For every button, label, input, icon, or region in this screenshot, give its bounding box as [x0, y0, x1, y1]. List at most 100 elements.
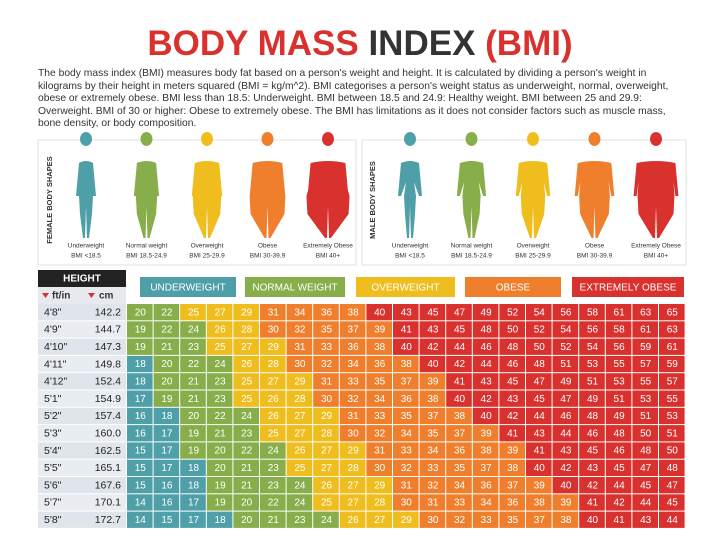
bmi-cell [233, 373, 259, 390]
bmi-cell [499, 425, 525, 442]
cm-cell: 157.4 [95, 410, 121, 422]
bmi-cell [393, 373, 419, 390]
bmi-cell [579, 477, 605, 494]
bmi-cell [233, 338, 259, 355]
bmi-cell [472, 425, 499, 442]
bmi-cell [153, 494, 180, 511]
figure-head [650, 132, 663, 146]
bmi-value: 45 [534, 394, 546, 405]
bmi-value: 17 [161, 428, 173, 439]
bmi-value: 38 [560, 515, 572, 526]
figure-head [588, 132, 601, 146]
bmi-value: 33 [427, 463, 439, 474]
shape-range: BMI 25-29.9 [189, 253, 225, 260]
bmi-cell [339, 477, 366, 494]
bmi-value: 63 [640, 307, 652, 318]
bmi-cell [366, 407, 392, 425]
bmi-value: 55 [667, 394, 679, 405]
bmi-value: 28 [348, 463, 360, 474]
bmi-value: 15 [135, 463, 147, 474]
bmi-cell [313, 477, 339, 494]
bmi-value: 15 [135, 446, 147, 457]
bmi-cell [632, 494, 658, 511]
bmi-value: 20 [161, 359, 173, 370]
bmi-value: 52 [560, 342, 572, 353]
legend-label: OBESE [496, 283, 531, 294]
bmi-value: 24 [188, 325, 200, 336]
bmi-cell [153, 338, 180, 355]
bmi-value: 30 [427, 515, 439, 526]
bmi-cell [526, 407, 552, 425]
bmi-cell [233, 304, 259, 321]
panel-label: MALE BODY SHAPES [368, 161, 377, 239]
bmi-cell [632, 425, 658, 442]
bmi-value: 26 [294, 446, 306, 457]
bmi-cell [339, 494, 366, 511]
bmi-value: 44 [534, 411, 546, 422]
height-cell [38, 442, 126, 459]
bmi-value: 37 [507, 480, 519, 491]
cm-cell: 154.9 [95, 393, 121, 405]
bmi-value: 55 [640, 376, 652, 387]
bmi-cell [286, 477, 313, 494]
bmi-cell [446, 407, 472, 425]
bmi-value: 46 [507, 359, 519, 370]
bmi-cell [552, 338, 579, 355]
bmi-cell [286, 511, 313, 528]
height-cell [38, 511, 126, 528]
bmi-cell [260, 355, 286, 373]
bmi-value: 30 [321, 394, 333, 405]
bmi-cell [206, 459, 233, 476]
bmi-cell [313, 459, 339, 476]
bmi-cell [526, 355, 552, 373]
bmi-value: 56 [560, 307, 572, 318]
bmi-cell [180, 407, 206, 425]
bmi-cell [659, 321, 685, 338]
bmi-cell [579, 442, 605, 459]
bmi-value: 41 [534, 446, 546, 457]
bmi-value: 31 [294, 342, 306, 353]
bmi-cell [286, 304, 313, 321]
bmi-value: 46 [481, 342, 493, 353]
bmi-value: 21 [241, 480, 253, 491]
bmi-value: 47 [667, 480, 679, 491]
bmi-cell [206, 338, 233, 355]
bmi-cell [605, 494, 632, 511]
bmi-value: 32 [454, 515, 466, 526]
ft-cell: 5'1" [44, 393, 62, 405]
bmi-cell [366, 442, 392, 459]
bmi-cell [313, 390, 339, 407]
figure-head [465, 132, 478, 146]
legend-label: UNDERWEIGHT [150, 283, 225, 294]
bmi-cell [313, 511, 339, 528]
bmi-value: 17 [188, 515, 200, 526]
bmi-value: 48 [640, 446, 652, 457]
bmi-value: 27 [348, 480, 360, 491]
bmi-value: 37 [481, 463, 493, 474]
bmi-cell [393, 442, 419, 459]
title-part: INDEX [368, 24, 476, 63]
bmi-value: 44 [481, 359, 493, 370]
bmi-cell [579, 390, 605, 407]
bmi-value: 30 [294, 359, 306, 370]
bmi-cell [260, 373, 286, 390]
bmi-value: 49 [614, 411, 626, 422]
bmi-value: 19 [188, 446, 200, 457]
bmi-cell [552, 442, 579, 459]
bmi-value: 42 [560, 463, 572, 474]
shape-range: BMI 30-39.9 [250, 253, 286, 260]
height-cell [38, 304, 126, 321]
shape-label: Underweight [392, 243, 429, 250]
bmi-value: 20 [241, 515, 253, 526]
ft-cell: 5'6" [44, 479, 62, 491]
bmi-cell [499, 304, 525, 321]
bmi-cell [286, 442, 313, 459]
cm-cell: 160.0 [95, 428, 121, 440]
bmi-cell [552, 407, 579, 425]
bmi-cell [313, 442, 339, 459]
bmi-value: 24 [321, 515, 333, 526]
bmi-value: 30 [401, 498, 413, 509]
bmi-cell [446, 442, 472, 459]
bmi-cell [313, 425, 339, 442]
